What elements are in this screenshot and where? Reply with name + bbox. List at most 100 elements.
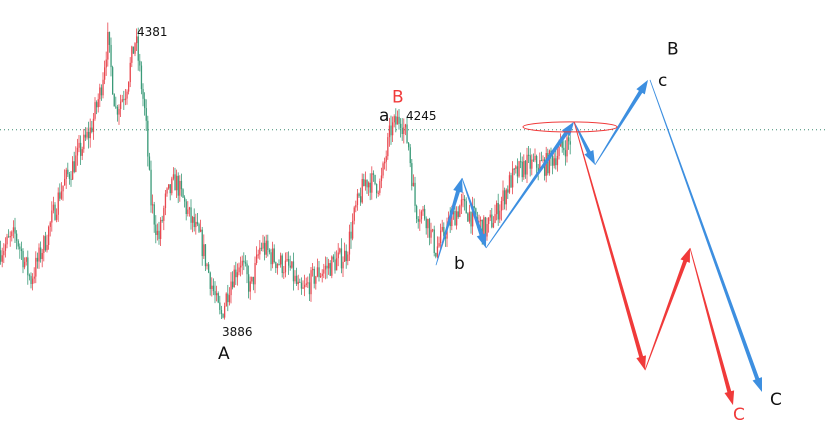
projection-arrow <box>649 79 762 392</box>
candle <box>433 225 435 257</box>
candle <box>102 72 104 99</box>
candle <box>321 269 323 283</box>
candle <box>353 205 355 225</box>
candle <box>516 158 519 184</box>
wave-label: a <box>379 106 389 126</box>
candle <box>0 240 2 265</box>
candle <box>422 205 424 216</box>
candle <box>198 222 200 233</box>
candle <box>168 184 170 190</box>
candle <box>155 215 157 244</box>
candle <box>27 250 29 285</box>
candle <box>358 192 360 199</box>
candle <box>382 161 384 179</box>
candle <box>460 193 463 214</box>
candle <box>472 196 474 235</box>
candle <box>435 252 437 259</box>
candle <box>372 170 375 182</box>
candle <box>256 246 258 266</box>
candle <box>492 216 495 229</box>
candle <box>211 277 213 297</box>
candle <box>523 154 525 180</box>
candle <box>288 251 290 275</box>
projection-arrow <box>689 247 735 406</box>
candle <box>249 276 251 300</box>
candle <box>393 114 395 128</box>
candle <box>123 90 125 110</box>
candle <box>528 145 530 163</box>
candle <box>502 180 504 211</box>
candle <box>230 272 232 304</box>
candle <box>489 209 491 222</box>
candle <box>20 241 23 261</box>
candle <box>54 202 56 221</box>
candle <box>68 172 71 185</box>
candle <box>52 196 55 214</box>
candle <box>62 185 64 201</box>
candle <box>380 167 383 189</box>
candle <box>120 94 122 117</box>
candle <box>331 255 333 279</box>
candle <box>35 251 37 284</box>
candle <box>196 213 199 227</box>
candle <box>179 175 181 202</box>
candle <box>86 127 88 140</box>
candle <box>89 118 91 148</box>
candle <box>116 104 119 122</box>
candle <box>438 236 440 248</box>
candle <box>148 152 151 171</box>
candle <box>28 273 31 281</box>
candle <box>369 173 371 201</box>
candle <box>510 172 512 188</box>
candle <box>193 208 195 232</box>
candle <box>491 207 493 229</box>
candle <box>43 234 45 262</box>
candle <box>177 172 179 204</box>
candle <box>147 115 149 167</box>
candle <box>257 249 259 259</box>
candle <box>126 89 128 105</box>
candle <box>273 244 275 264</box>
candle <box>552 153 554 175</box>
candle <box>436 236 439 259</box>
candle <box>254 256 256 294</box>
candle <box>192 215 194 233</box>
candle <box>100 84 103 101</box>
candle <box>214 281 216 304</box>
candle <box>84 127 87 142</box>
candle <box>276 263 279 275</box>
candle <box>38 243 40 269</box>
candle <box>206 262 208 270</box>
candle <box>17 239 19 250</box>
candle <box>110 37 112 77</box>
candle <box>187 201 189 217</box>
candle <box>404 123 407 136</box>
candle <box>260 242 263 252</box>
candle <box>243 252 245 271</box>
candle <box>56 208 58 223</box>
candle <box>403 118 405 144</box>
candle <box>44 231 47 252</box>
candle <box>158 221 160 245</box>
candle <box>30 272 32 289</box>
candle <box>190 199 192 230</box>
candle <box>302 280 304 290</box>
candle <box>6 233 8 249</box>
candle <box>488 217 490 233</box>
candle <box>252 276 255 291</box>
candle <box>411 158 413 191</box>
candle <box>540 151 543 162</box>
candle <box>78 134 80 153</box>
candle <box>428 217 431 246</box>
candle <box>184 195 186 208</box>
candle <box>440 223 442 251</box>
candle <box>140 61 143 95</box>
candle <box>376 183 378 199</box>
candle <box>200 219 202 233</box>
candle <box>161 215 163 223</box>
candle <box>212 278 215 296</box>
candle <box>25 256 27 266</box>
candle <box>520 152 522 169</box>
candle <box>392 116 394 142</box>
candle <box>92 113 95 140</box>
